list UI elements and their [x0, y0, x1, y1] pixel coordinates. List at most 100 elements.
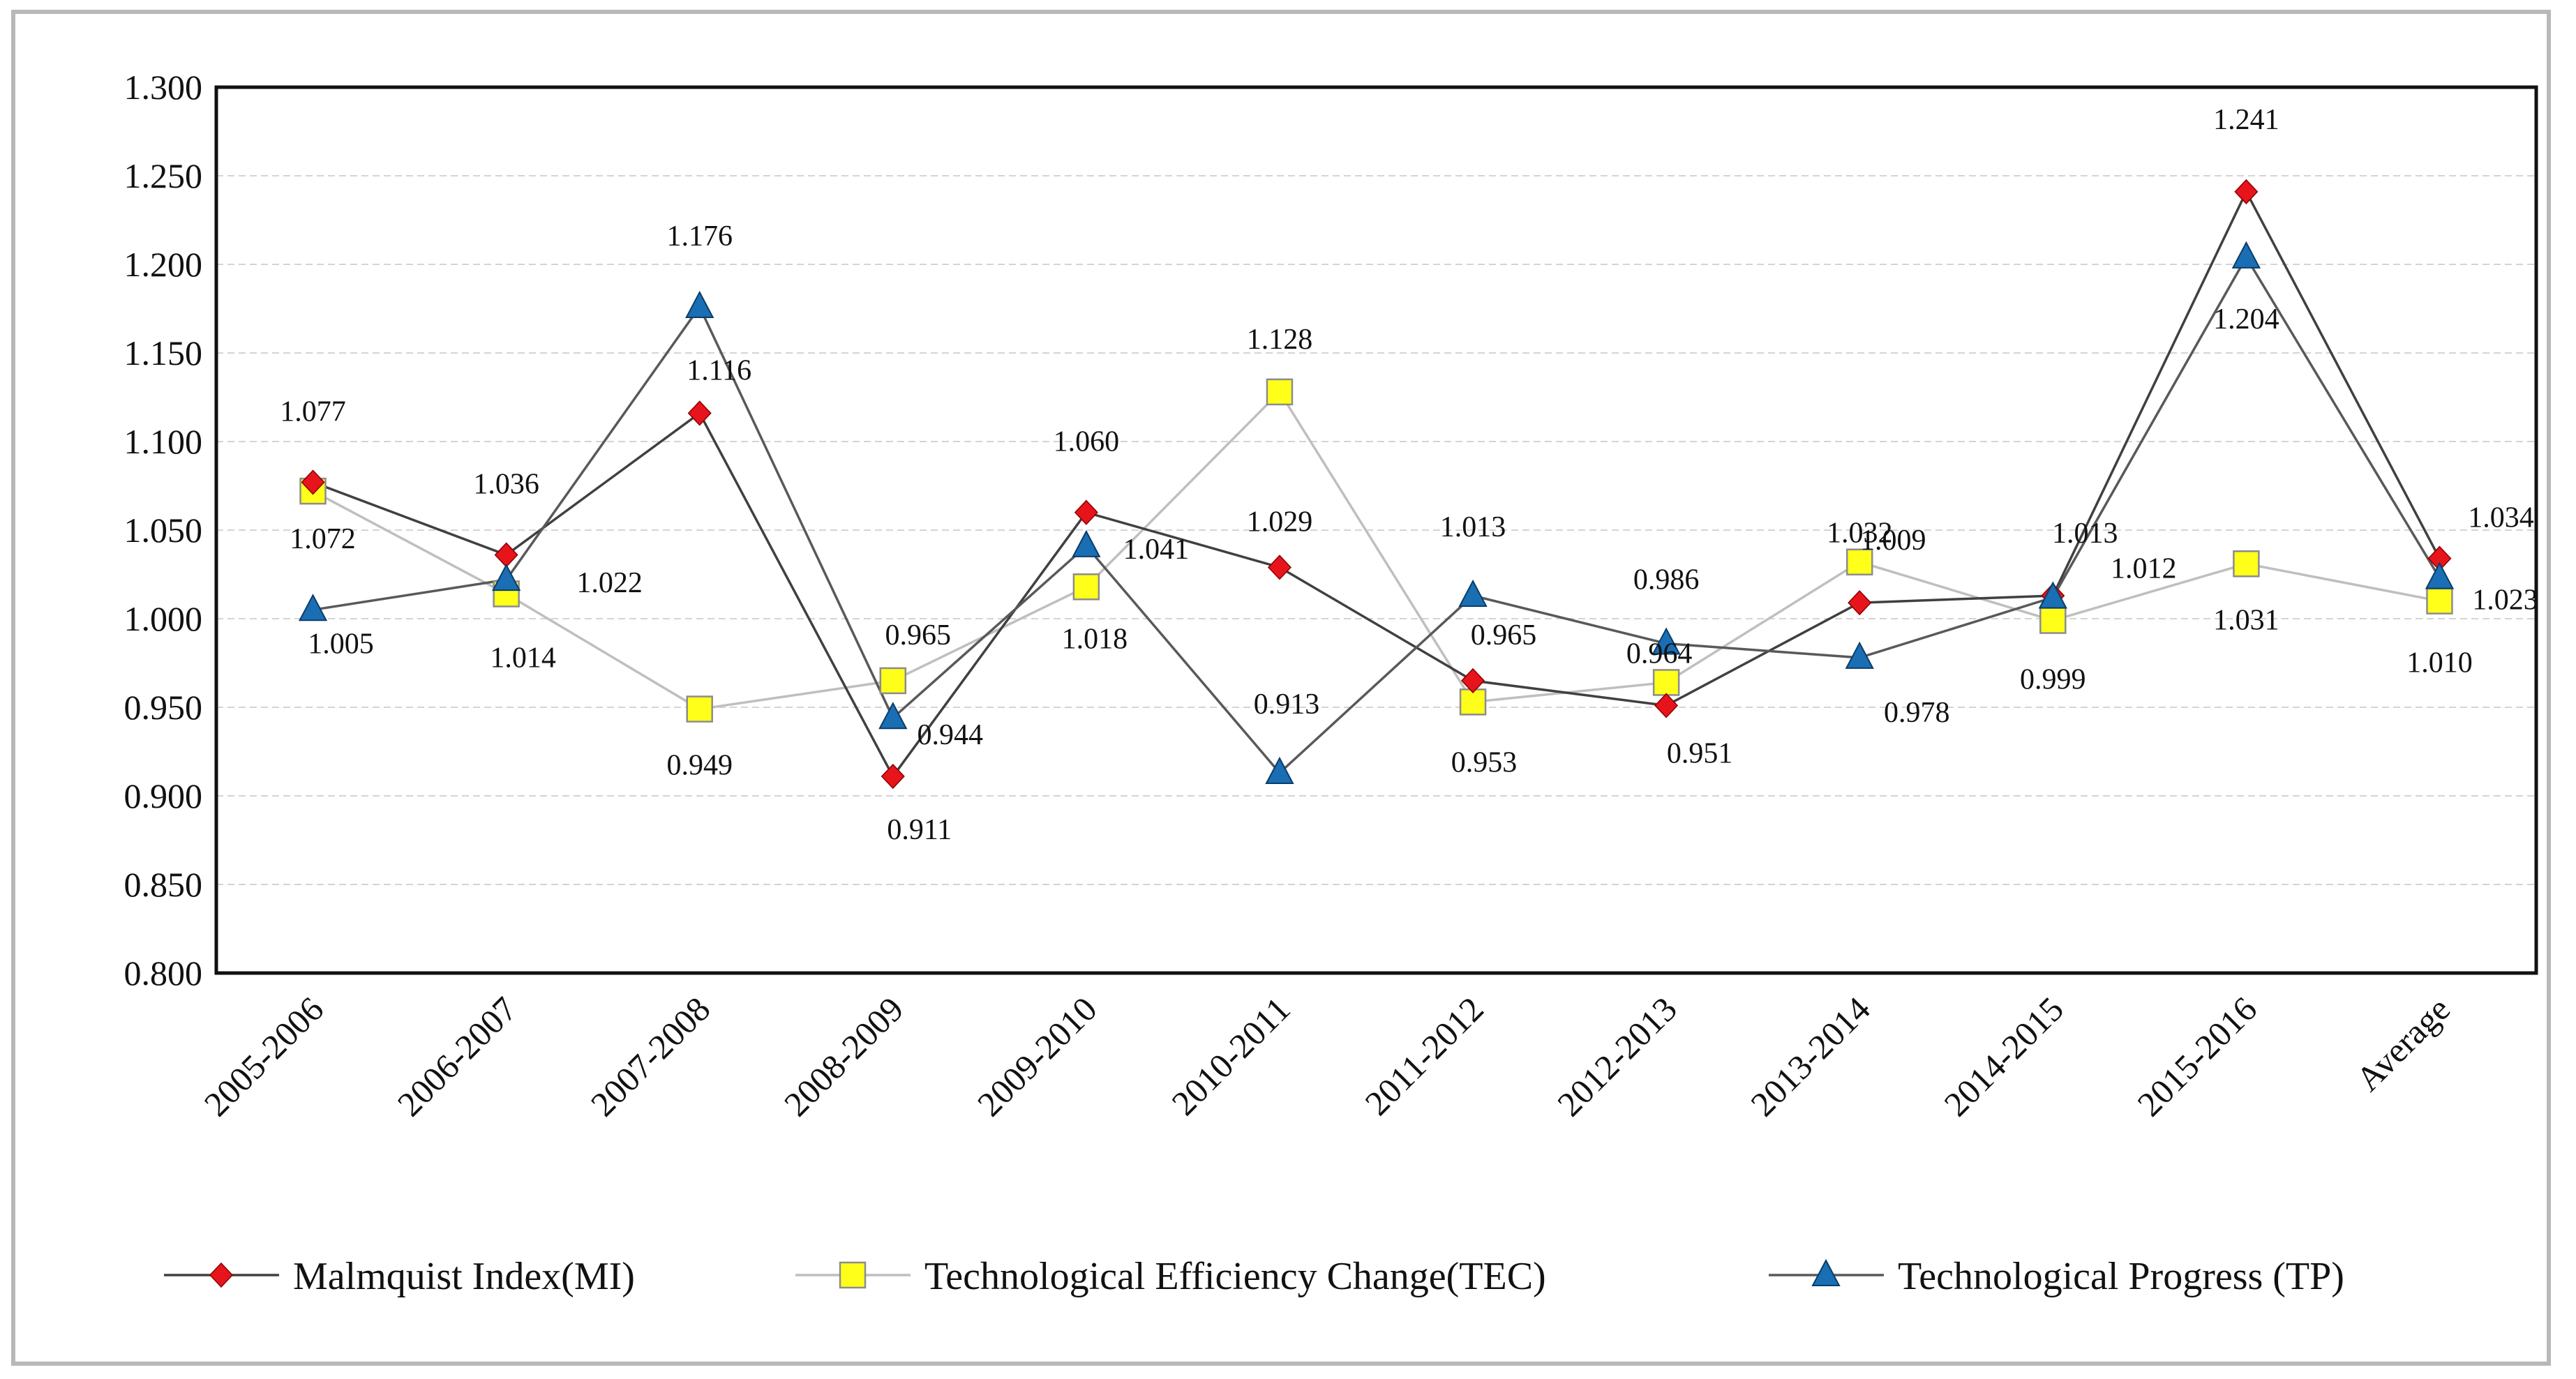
tec-point: [839, 1261, 867, 1289]
x-tick-label: 2012-2013: [1550, 989, 1684, 1124]
tp-point: [491, 563, 521, 591]
mi-point: [1461, 668, 1485, 693]
data-label: 0.999: [2020, 664, 2086, 696]
tp-point: [2425, 562, 2455, 589]
tec-point: [2233, 550, 2260, 578]
y-tick-label: 1.000: [124, 599, 203, 638]
mi-point: [1654, 693, 1679, 718]
x-tick-label: 2008-2009: [777, 989, 911, 1124]
x-tick-label: 2011-2012: [1357, 989, 1490, 1122]
data-label: 0.949: [666, 750, 733, 782]
data-label: 1.029: [1247, 506, 1313, 538]
mi-point: [494, 542, 518, 568]
series-line-triangle: [313, 255, 2441, 775]
mi-point: [2234, 179, 2259, 204]
data-labels: 1.077 1.036 1.116 0.911 1.060 1.029 0.965 0.951…: [280, 104, 2538, 846]
tec-point: [879, 667, 907, 695]
mi-point: [687, 400, 712, 426]
series-line-diamond: [312, 188, 2441, 779]
legend-label: Malmquist Index(MI): [293, 1255, 635, 1298]
plot-area-border: [214, 85, 2538, 975]
legend-label: Technological Efficiency Change(TEC): [924, 1255, 1546, 1298]
x-tick-label: 2014-2015: [1936, 989, 2071, 1124]
y-tick-label: 1.250: [124, 156, 203, 195]
data-label: 1.005: [308, 628, 374, 660]
y-axis-ticks: 0.800 0.850 0.900 0.950 1.000 1.050 1.100 1.150…: [124, 68, 203, 993]
x-tick-label: 2006-2007: [390, 989, 525, 1124]
mi-point: [1267, 555, 1291, 580]
data-label: 1.204: [2213, 303, 2279, 336]
y-tick-label: 0.950: [124, 688, 203, 727]
data-label: 1.116: [687, 354, 751, 386]
tec-point: [2039, 607, 2067, 634]
y-tick-label: 0.900: [124, 776, 203, 815]
data-label: 0.986: [1633, 564, 1700, 596]
data-label: 0.911: [887, 814, 952, 846]
tp-point: [2231, 241, 2261, 269]
data-label: 1.013: [2052, 518, 2118, 550]
series-layer: [298, 179, 2455, 790]
data-label: 0.965: [1471, 619, 1537, 651]
data-label: 1.072: [290, 523, 356, 555]
y-tick-label: 0.800: [124, 954, 203, 993]
y-tick-label: 0.850: [124, 865, 203, 904]
data-label: 0.944: [918, 719, 984, 751]
x-axis-ticks: 2005-2006 2006-2007 2007-2008 2008-2009 2009…: [197, 989, 2458, 1124]
data-label: 1.041: [1123, 534, 1190, 566]
data-label: 1.036: [473, 469, 539, 501]
data-label: 1.018: [1062, 623, 1128, 655]
data-label: 1.176: [666, 220, 733, 253]
data-label: 0.951: [1667, 737, 1733, 769]
data-label: 1.023: [2472, 585, 2538, 617]
data-label: 1.032: [1827, 518, 1893, 550]
y-tick-label: 1.200: [124, 245, 203, 284]
data-label: 1.034: [2468, 502, 2534, 534]
mi-point: [301, 469, 325, 495]
x-tick-label: 2013-2014: [1743, 989, 1878, 1124]
data-label: 1.009: [1860, 525, 1926, 557]
legend: Malmquist Index(MI) Technological Efficie…: [164, 1255, 2344, 1298]
data-label: 1.031: [2213, 604, 2279, 636]
tp-point: [1845, 641, 1874, 669]
tec-point: [1072, 573, 1100, 601]
tp-point: [878, 702, 908, 730]
x-tick-label: Average: [2349, 989, 2458, 1099]
tec-point: [686, 695, 713, 723]
y-tick-label: 1.300: [124, 68, 203, 107]
data-label: 1.014: [490, 642, 556, 674]
x-tick-label: 2009-2010: [970, 989, 1104, 1124]
y-tick-label: 1.050: [124, 511, 203, 550]
y-tick-label: 1.150: [124, 333, 203, 372]
data-label: 0.964: [1626, 638, 1693, 670]
tec-point: [1652, 669, 1680, 696]
data-label: 0.965: [885, 619, 952, 651]
tec-point: [1266, 378, 1294, 406]
y-tick-label: 1.100: [124, 422, 203, 461]
legend-label: Technological Progress (TP): [1898, 1255, 2344, 1298]
data-label: 0.953: [1451, 746, 1518, 778]
x-tick-label: 2010-2011: [1164, 989, 1297, 1122]
mi-point: [209, 1262, 234, 1288]
tp-point: [1652, 627, 1681, 655]
tp-point: [1458, 579, 1488, 607]
x-tick-label: 2015-2016: [2129, 989, 2264, 1124]
tp-point: [1811, 1258, 1841, 1286]
tec-point: [2426, 587, 2453, 615]
x-tick-label: 2007-2008: [583, 989, 718, 1124]
data-label: 1.013: [1440, 511, 1506, 543]
tp-point: [2038, 581, 2067, 609]
data-label: 1.241: [2213, 104, 2279, 136]
data-label: 1.128: [1247, 324, 1313, 356]
chart-frame: [11, 10, 2551, 1366]
x-tick-label: 2005-2006: [197, 989, 331, 1124]
series-line-square: [312, 390, 2440, 711]
data-label: 1.060: [1054, 426, 1120, 458]
tec-point: [1845, 548, 1873, 575]
tp-point: [685, 290, 714, 318]
mi-point: [1074, 499, 1098, 525]
data-label: 0.913: [1254, 688, 1320, 721]
data-label: 0.978: [1884, 697, 1950, 729]
gridlines: [216, 175, 2536, 885]
mi-point: [881, 763, 905, 790]
